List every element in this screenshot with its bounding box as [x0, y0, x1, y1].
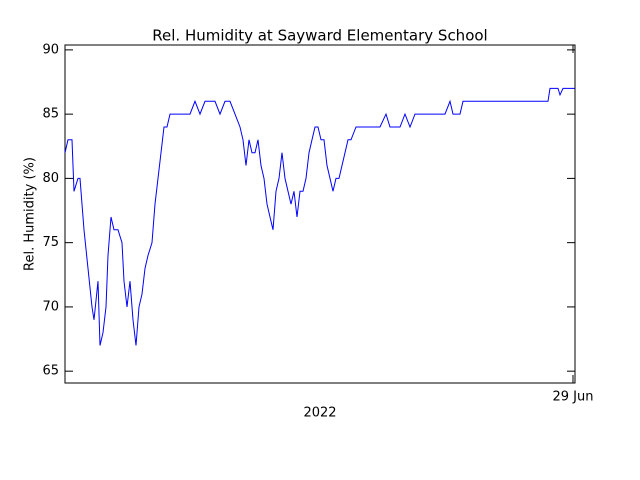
y-tick-label: 70 [42, 299, 59, 314]
y-tick-label: 65 [42, 364, 59, 379]
chart-title: Rel. Humidity at Sayward Elementary Scho… [152, 27, 487, 45]
y-tick-label: 75 [42, 235, 59, 250]
y-tick-label: 90 [42, 42, 59, 57]
x-axis-label: 2022 [303, 406, 336, 421]
plot-frame [64, 44, 576, 384]
y-tick-label: 80 [42, 171, 59, 186]
y-axis-label: Rel. Humidity (%) [23, 157, 38, 271]
y-tick-label: 85 [42, 107, 59, 122]
x-tick-label: 29 Jun [553, 390, 594, 405]
data-line [64, 87, 575, 346]
